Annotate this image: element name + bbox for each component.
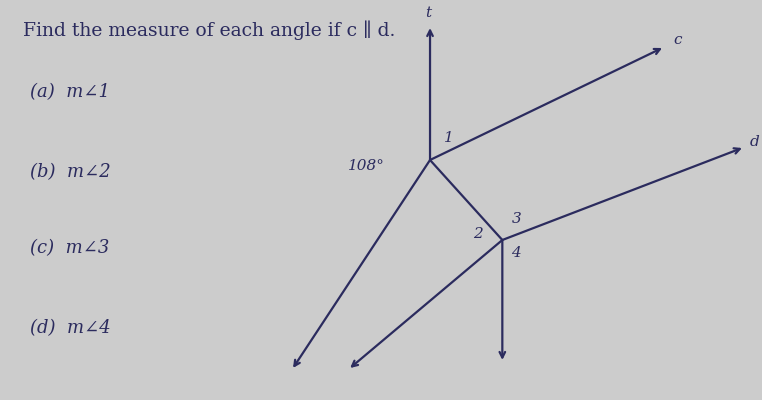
Text: 1: 1 — [443, 131, 453, 145]
Text: c: c — [674, 33, 682, 47]
Text: t: t — [424, 6, 431, 20]
Text: 3: 3 — [511, 212, 521, 226]
Text: d: d — [750, 135, 760, 149]
Text: 2: 2 — [473, 227, 483, 241]
Text: (b)  m∠2: (b) m∠2 — [30, 163, 111, 181]
Text: 4: 4 — [511, 246, 521, 260]
Text: (d)  m∠4: (d) m∠4 — [30, 319, 111, 337]
Text: 108°: 108° — [347, 159, 384, 173]
Text: (a)  m∠1: (a) m∠1 — [30, 83, 110, 101]
Text: Find the measure of each angle if c ∥ d.: Find the measure of each angle if c ∥ d. — [23, 20, 395, 40]
Text: (c)  m∠3: (c) m∠3 — [30, 239, 110, 257]
